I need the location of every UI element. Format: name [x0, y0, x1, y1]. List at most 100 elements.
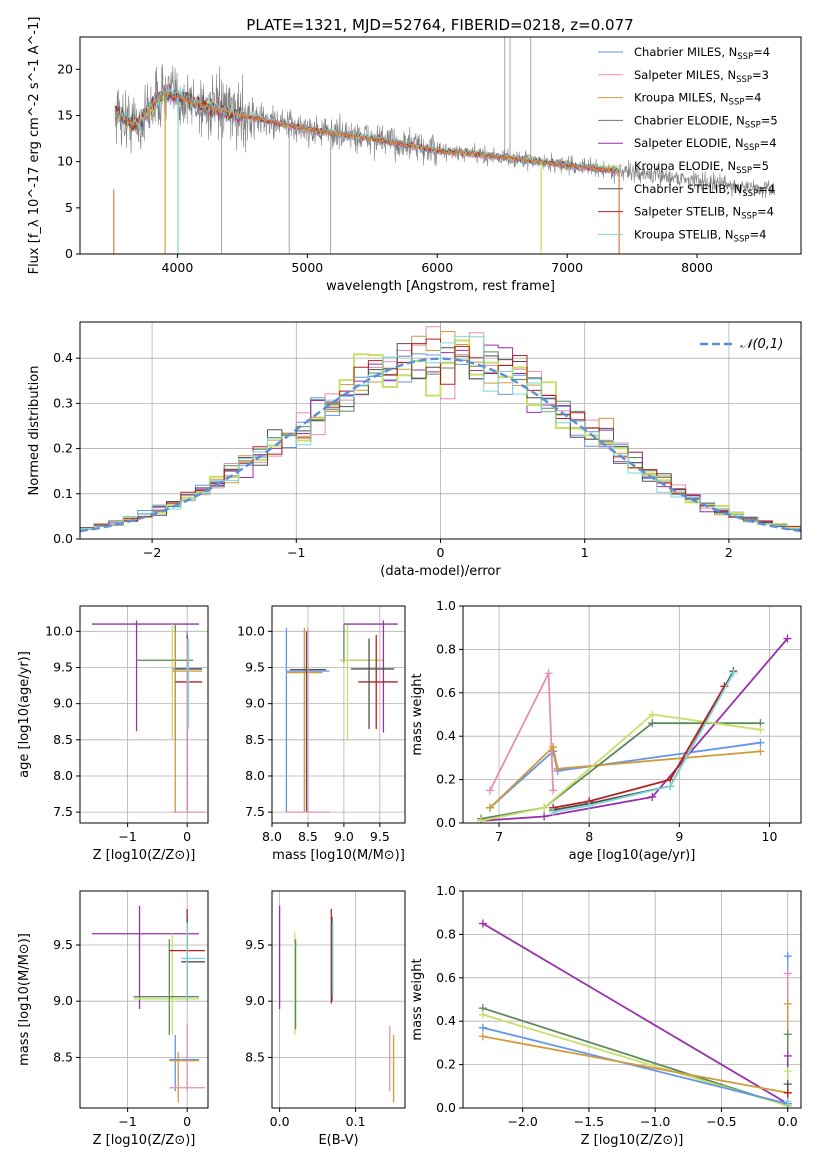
y-axis-label: mass [log10(M/M⊙)]	[17, 933, 32, 1066]
legend-label: Salpeter STELIB, NSSP=4	[634, 205, 774, 222]
data-point	[648, 792, 657, 801]
y-tick-label: 0.8	[436, 641, 456, 656]
y-tick-label: 0.2	[436, 772, 456, 787]
x-tick-label: −0.5	[706, 1114, 736, 1129]
legend-label: Kroupa MILES, NSSP=4	[634, 91, 761, 108]
y-tick-label: 8.5	[53, 1049, 73, 1064]
y-tick-label: 20	[57, 61, 73, 76]
data-point	[756, 725, 765, 734]
x-tick-label: 7000	[551, 260, 583, 275]
legend-subscript: SSP	[736, 166, 752, 176]
legend-value: =4	[760, 136, 777, 150]
legend-subscript: SSP	[729, 98, 745, 108]
y-tick-label: 0.4	[436, 1013, 456, 1028]
x-axis-label: wavelength [Angstrom, rest frame]	[326, 279, 555, 294]
y-tick-label: 0.0	[436, 1100, 456, 1115]
x-tick-label: 8	[585, 829, 593, 844]
model-spectrum	[114, 85, 619, 174]
y-tick-label: 10	[57, 154, 73, 169]
legend-value: =3	[752, 68, 769, 82]
legend-label: Chabrier STELIB, NSSP=4	[634, 182, 775, 199]
series-line	[480, 637, 789, 822]
series-line	[482, 922, 789, 1105]
x-tick-label: −2	[143, 545, 161, 560]
legend-label: Chabrier ELODIE, NSSP=5	[634, 113, 778, 130]
x-tick-label: −1	[287, 545, 305, 560]
y-tick-label: 0.0	[436, 815, 456, 830]
data-point	[648, 719, 657, 728]
series-line	[480, 713, 761, 822]
model-spectrum-kroupa	[114, 91, 617, 174]
y-tick-label: 0.8	[436, 926, 456, 941]
age-vs-metallicity-panel: −1 0 7.5 8.0 8.5 9.0 9.5 10.0 Z [log10(Z/Z⊙)] age…	[17, 605, 209, 863]
data-point	[486, 803, 495, 812]
axes-frame	[79, 605, 209, 824]
y-tick-label: 10.0	[237, 623, 265, 638]
y-tick-label: 10.0	[45, 623, 73, 638]
y-tick-label: 0.6	[436, 970, 456, 985]
data-point	[729, 669, 738, 678]
y-tick-label: 9.5	[245, 659, 265, 674]
y-tick-label: 0.0	[53, 531, 73, 546]
legend-value: =4	[758, 182, 775, 196]
data-point	[478, 1032, 487, 1041]
axes-frame	[79, 890, 209, 1109]
plot-area	[113, 37, 776, 254]
model-spectrum	[114, 87, 619, 174]
series-line	[482, 1026, 788, 1105]
data-point	[783, 634, 792, 643]
axes-frame	[462, 605, 802, 824]
data-spectrum	[114, 63, 776, 199]
legend-label: Kroupa STELIB, NSSP=4	[634, 227, 766, 244]
legend-subscript: SSP	[745, 120, 761, 130]
y-tick-label: 0.2	[436, 1057, 456, 1072]
legend-label: Chabrier MILES, NSSP=4	[634, 45, 770, 62]
legend-subscript: SSP	[736, 75, 752, 85]
x-tick-label: 8.5	[298, 829, 318, 844]
series-line	[489, 745, 761, 809]
y-tick-label: 8.0	[245, 768, 265, 783]
data-point	[478, 1010, 487, 1019]
legend-subscript: SSP	[741, 212, 757, 222]
x-tick-label: 6000	[421, 260, 453, 275]
y-tick-label: 8.0	[53, 768, 73, 783]
weight-vs-metallicity-panel: −2.0 −1.5 −1.0 −0.5 0.0 0.0 0.2 0.4 0.6 0.8 1.0 Z […	[410, 883, 802, 1148]
y-tick-label: 9.0	[245, 696, 265, 711]
spectrum-panel: 4000 5000 6000 7000 8000 0 5 10 15 20 wavelength […	[27, 17, 802, 294]
y-tick-label: 9.0	[53, 696, 73, 711]
plot-area	[278, 905, 395, 1103]
data-point	[549, 743, 558, 752]
legend-value: =5	[761, 113, 778, 127]
x-axis-label: Z [log10(Z/Z⊙)]	[93, 1133, 196, 1148]
y-tick-label: 0.2	[53, 441, 73, 456]
x-tick-label: 5000	[291, 260, 323, 275]
y-tick-label: 0.4	[436, 728, 456, 743]
legend-label: Salpeter MILES, NSSP=3	[634, 68, 769, 85]
x-tick-label: 8000	[681, 260, 713, 275]
x-axis-label: Z [log10(Z/Z⊙)]	[581, 1133, 684, 1148]
data-point	[549, 786, 558, 795]
x-tick-label: 0.0	[270, 1114, 290, 1129]
legend-label: 𝒩(0,1)	[740, 337, 783, 352]
y-tick-label: 0.1	[53, 486, 73, 501]
plot-area	[91, 905, 206, 1103]
x-axis-label: (data-model)/error	[380, 564, 501, 579]
series-line	[482, 1035, 788, 1094]
y-tick-label: 8.5	[245, 732, 265, 747]
legend-value: =4	[753, 45, 770, 59]
data-point	[756, 738, 765, 747]
y-tick-label: 9.5	[245, 937, 265, 952]
y-tick-label: 7.5	[53, 804, 73, 819]
series-line	[552, 685, 726, 809]
x-tick-label: −2.0	[507, 1114, 537, 1129]
axes-frame	[462, 890, 802, 1109]
figure-title: PLATE=1321, MJD=52764, FIBERID=0218, z=0…	[246, 16, 633, 34]
data-point	[540, 803, 549, 812]
x-tick-label: 9	[675, 829, 683, 844]
data-point	[544, 669, 553, 678]
legend-subscript: SSP	[742, 189, 758, 199]
legend-label: Salpeter ELODIE, NSSP=4	[634, 136, 777, 153]
legend-subscript: SSP	[734, 234, 750, 244]
series-line	[480, 722, 761, 820]
